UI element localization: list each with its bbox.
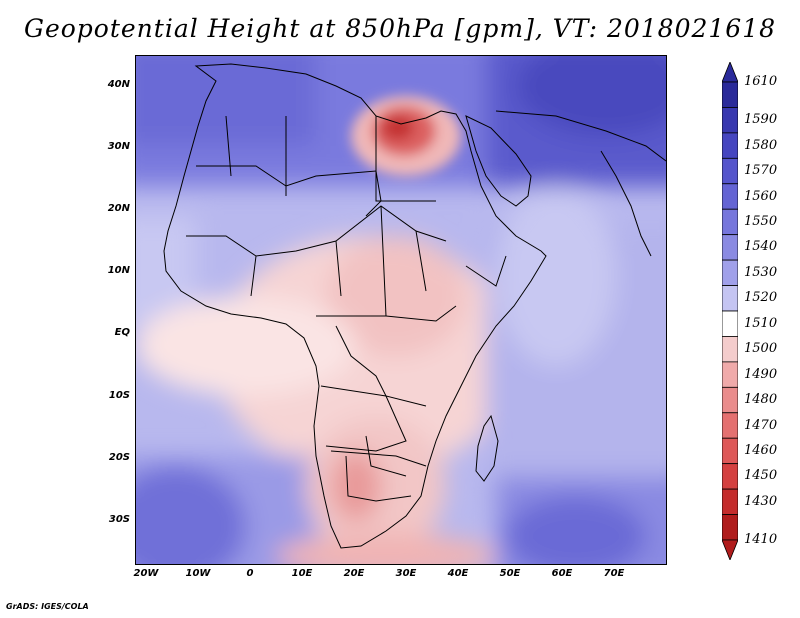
lon-label: 20W: [133, 568, 159, 579]
colorbar-swatch: [722, 488, 738, 515]
colorbar-swatch: [722, 412, 738, 439]
colorbar-swatch: [722, 361, 738, 388]
colorbar-bottom-arrow: [722, 539, 738, 560]
lon-label: 20E: [343, 568, 365, 579]
colorbar-label: 1570: [744, 163, 778, 179]
colorbar-swatch: [722, 336, 738, 363]
lon-label: 40E: [447, 568, 469, 579]
lat-label: 10S: [108, 390, 130, 401]
colorbar-label: 1460: [744, 442, 778, 458]
colorbar-label: 1430: [744, 493, 778, 509]
colorbar-swatch: [722, 386, 738, 414]
colorbar-swatch: [722, 183, 738, 210]
colorbar-label: 1470: [744, 417, 778, 433]
colorbar-label: 1610: [744, 74, 778, 89]
colorbar-swatch: [722, 514, 738, 541]
lon-label: 0: [246, 568, 254, 579]
colorbar-swatch: [722, 234, 738, 261]
coastlines: [163, 63, 666, 549]
lon-label: 70E: [603, 568, 625, 579]
colorbar-label: 1550: [744, 213, 778, 229]
lat-label: 30N: [107, 141, 130, 152]
colorbar-swatch: [722, 81, 738, 108]
colorbar: [722, 62, 738, 560]
map-svg: [136, 56, 666, 564]
lat-label: 20S: [108, 452, 130, 463]
chart-title: Geopotential Height at 850hPa [gpm], VT:…: [23, 14, 777, 43]
colorbar-label: 1490: [744, 366, 778, 382]
colorbar-swatch: [722, 132, 738, 159]
lat-label: EQ: [114, 327, 130, 338]
lon-label: 60E: [551, 568, 573, 579]
colorbar-label: 1410: [744, 532, 778, 547]
low-center-egypt: [351, 96, 461, 176]
lat-label: 20N: [107, 203, 130, 214]
colorbar-label: 1540: [744, 239, 778, 255]
lat-label: 40N: [107, 79, 130, 90]
colorbar-top-arrow: [722, 62, 738, 83]
colorbar-swatch: [722, 208, 738, 236]
colorbar-swatch: [722, 437, 738, 465]
lon-label: 10E: [291, 568, 313, 579]
lat-label: 10N: [107, 265, 130, 276]
field-shading: [136, 56, 666, 564]
colorbar-label: 1480: [744, 392, 778, 408]
colorbar-label: 1560: [744, 188, 778, 204]
colorbar-label: 1580: [744, 137, 778, 153]
footer-credit: GrADS: IGES/COLA: [6, 602, 89, 611]
colorbar-swatch: [722, 157, 738, 185]
colorbar-label: 1520: [744, 290, 778, 306]
colorbar-swatch: [722, 107, 738, 134]
colorbar-swatch: [722, 463, 738, 490]
colorbar-label: 1510: [744, 315, 778, 331]
colorbar-swatch: [722, 285, 738, 312]
colorbar-label: 1450: [744, 468, 778, 484]
lon-label: 50E: [499, 568, 521, 579]
lon-label: 30E: [395, 568, 417, 579]
map-panel: [135, 55, 667, 565]
colorbar-swatch: [722, 310, 738, 337]
colorbar-label: 1500: [744, 341, 778, 357]
colorbar-swatch: [722, 259, 738, 286]
colorbar-label: 1530: [744, 264, 778, 280]
lat-label: 30S: [108, 514, 130, 525]
colorbar-label: 1590: [744, 112, 778, 128]
lon-label: 10W: [185, 568, 211, 579]
